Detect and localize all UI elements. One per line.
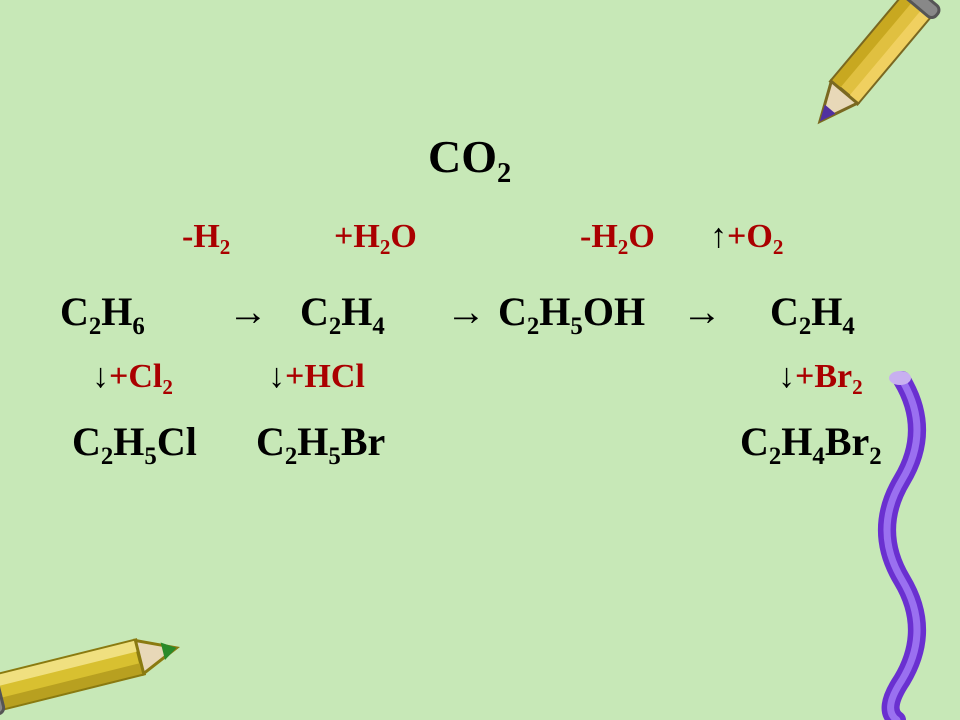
product-b1: C2H5Cl (72, 418, 197, 465)
chain-a1: → (228, 288, 268, 335)
reaction-label-l3: -H2O (580, 218, 655, 256)
down-label-d2: ↓+HCl (268, 358, 365, 396)
product-b3: C2H4Br2 (740, 418, 882, 465)
reaction-label-l1: -H2 (182, 218, 230, 256)
reaction-label-l4: ↑+O2 (710, 218, 783, 256)
chain-n4: C2H4 (770, 288, 855, 335)
crayon-bottom-right-icon (862, 370, 960, 720)
chain-n3: C2H5OH (498, 288, 645, 335)
reaction-label-l2: +H2O (334, 218, 417, 256)
product-b2: C2H5Br (256, 418, 385, 465)
pencil-top-right-icon (790, 0, 960, 160)
top-product: CO2 (428, 130, 511, 183)
pencil-bottom-left-icon (0, 608, 202, 720)
chain-a2: → (446, 288, 486, 335)
chain-n1: C2H6 (60, 288, 145, 335)
down-label-d1: ↓+Cl2 (92, 358, 173, 396)
down-label-d3: ↓+Br2 (778, 358, 863, 396)
chain-n2: C2H4 (300, 288, 385, 335)
chain-a3: → (682, 288, 722, 335)
